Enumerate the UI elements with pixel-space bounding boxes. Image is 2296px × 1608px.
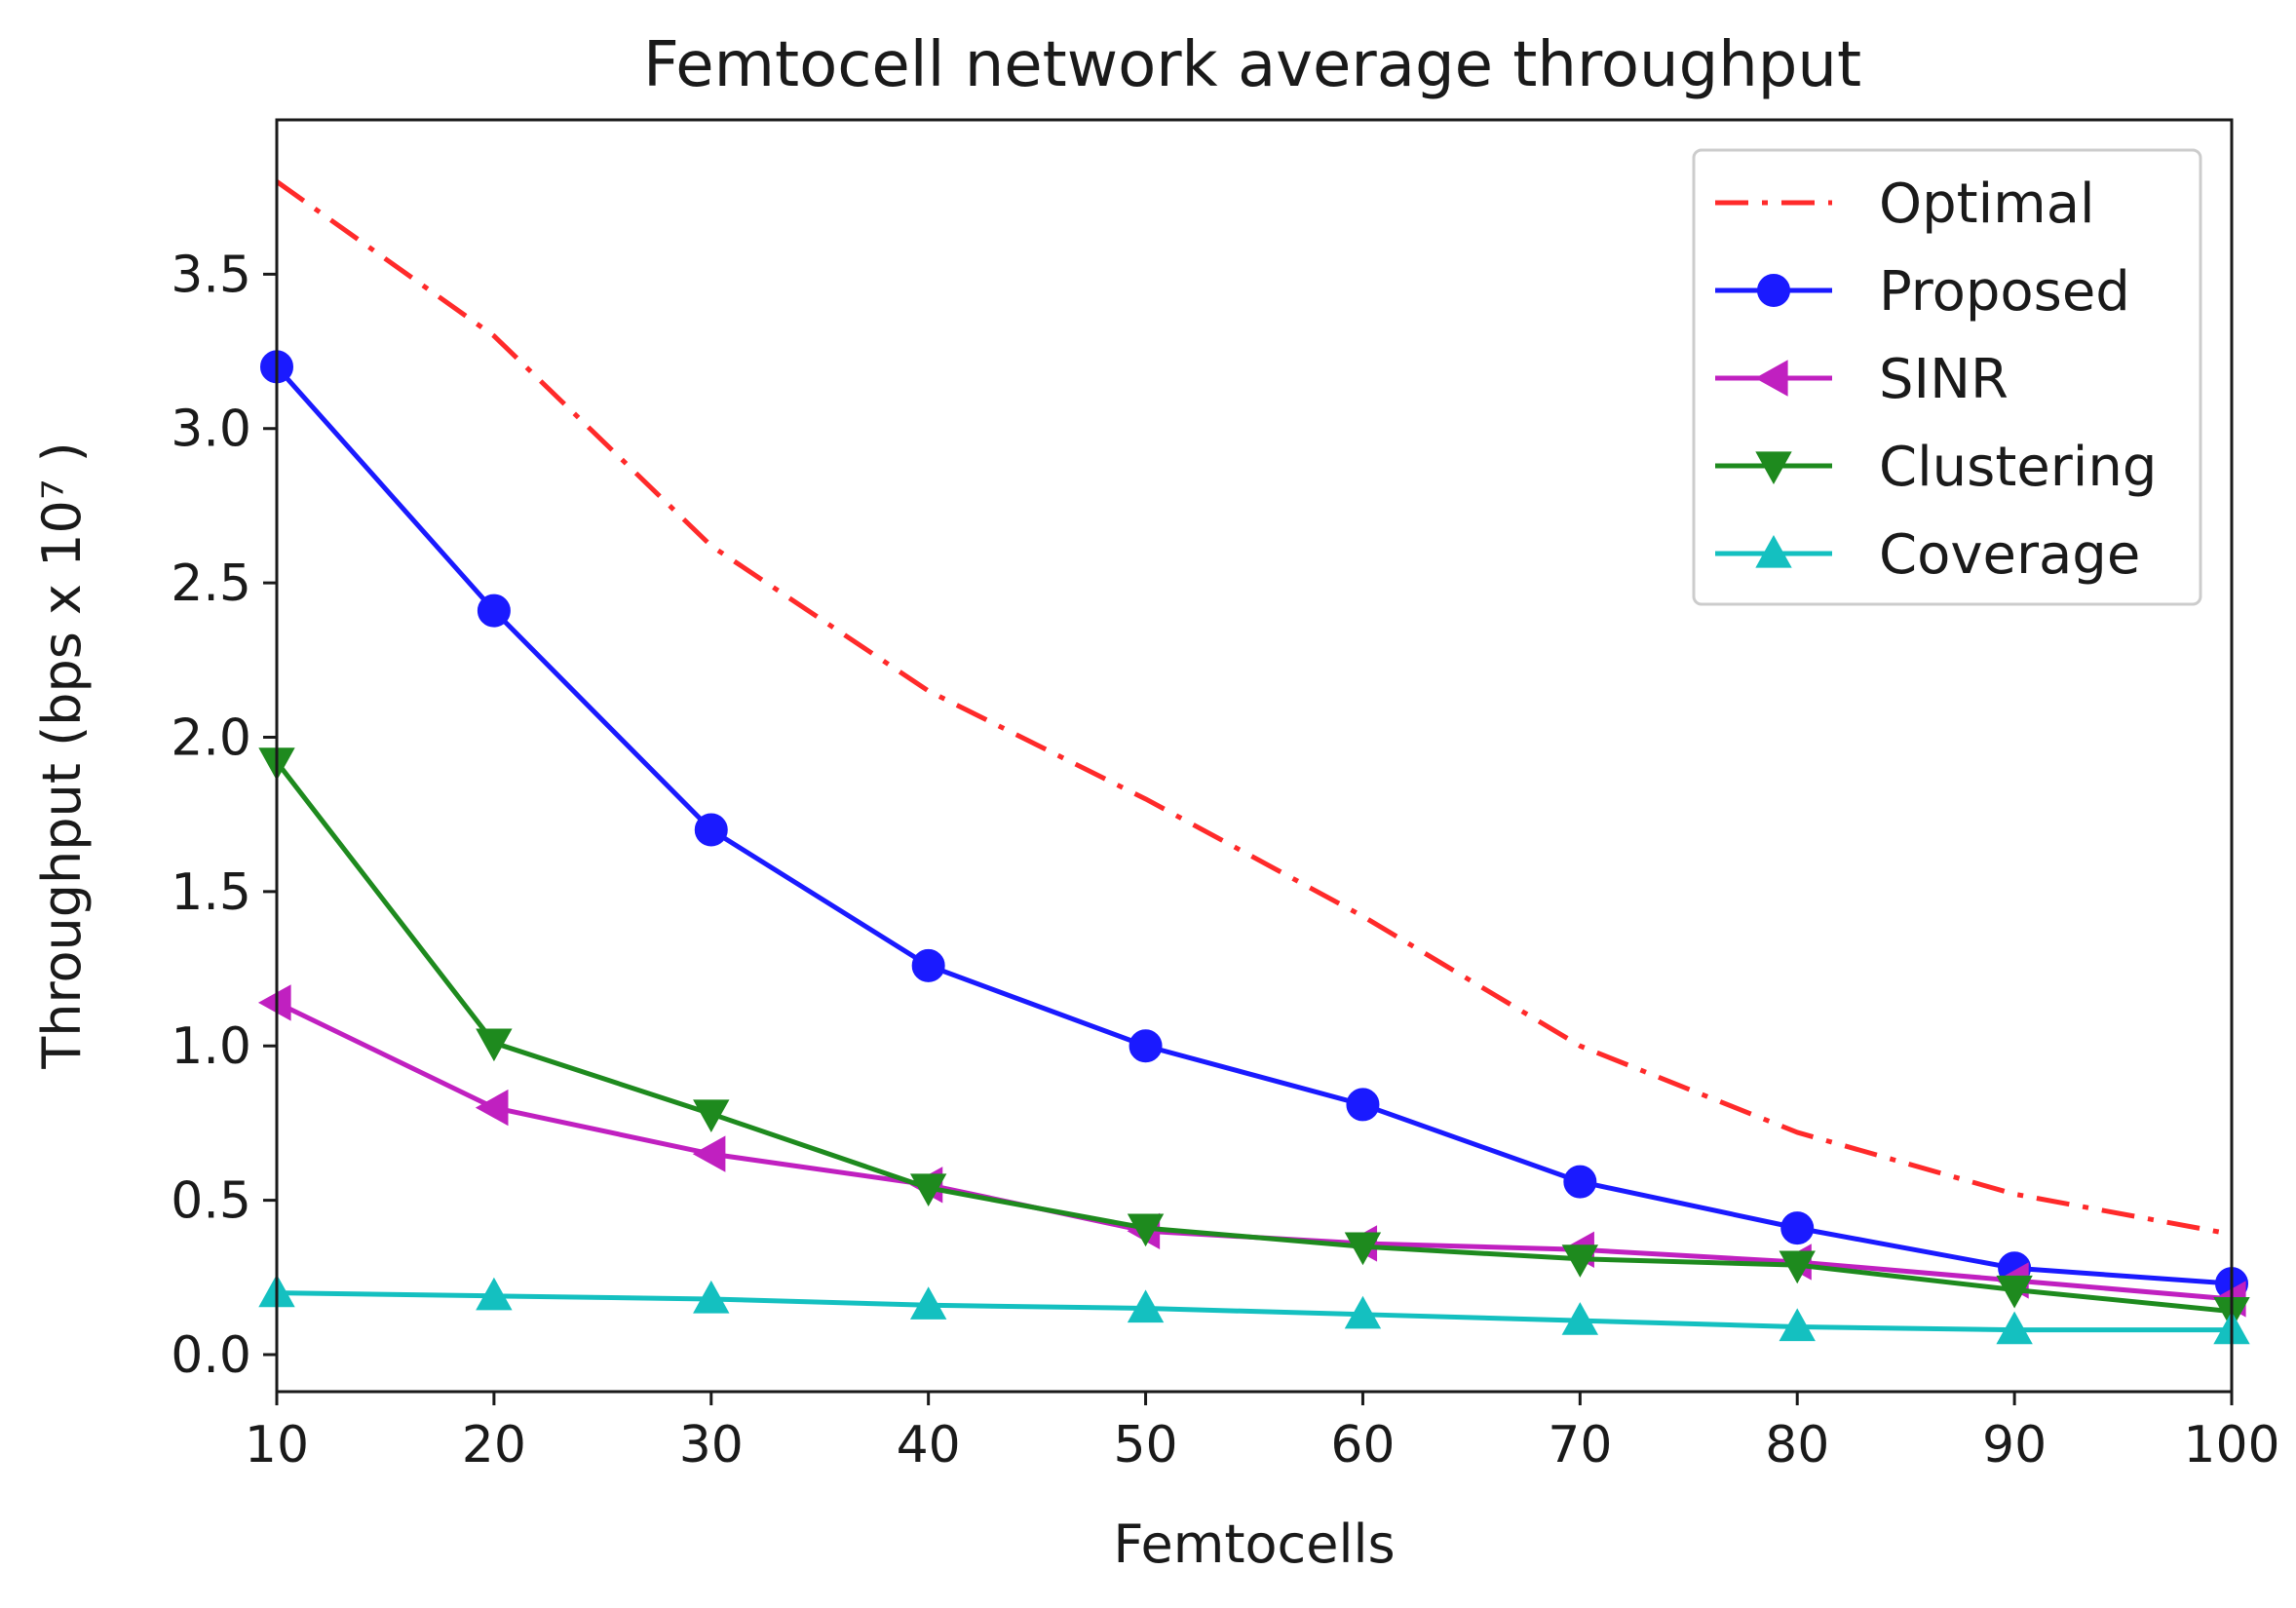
proposed-point bbox=[477, 593, 511, 628]
y-axis: 0.0 0.5 1.0 1.5 2.0 2.5 3.0 3.5 bbox=[171, 246, 277, 1385]
series-optimal bbox=[275, 179, 2233, 1237]
coverage-point bbox=[909, 1286, 947, 1320]
legend-label: Proposed bbox=[1879, 260, 2130, 324]
clustering-point bbox=[1779, 1250, 1816, 1284]
x-tick-label: 40 bbox=[897, 1416, 961, 1474]
legend-item-optimal: Optimal bbox=[1715, 172, 2095, 236]
coverage-point bbox=[476, 1277, 513, 1311]
proposed-point bbox=[694, 813, 728, 847]
x-tick-label: 30 bbox=[679, 1416, 744, 1474]
x-tick-label: 50 bbox=[1113, 1416, 1177, 1474]
legend-item-clustering: Clustering bbox=[1715, 436, 2157, 499]
series-clustering bbox=[258, 747, 2250, 1330]
y-tick-label: 3.0 bbox=[171, 401, 251, 459]
coverage-point bbox=[1344, 1295, 1382, 1329]
legend-label: Optimal bbox=[1879, 172, 2095, 236]
clustering-point bbox=[693, 1099, 730, 1132]
y-tick-label: 0.0 bbox=[171, 1326, 251, 1385]
proposed-line bbox=[275, 364, 2233, 1286]
proposed-point bbox=[1563, 1165, 1597, 1199]
proposed-point bbox=[1129, 1029, 1163, 1063]
series-proposed bbox=[260, 350, 2248, 1301]
legend-marker bbox=[1757, 274, 1790, 307]
legend-marker bbox=[1754, 360, 1788, 397]
x-tick-label: 100 bbox=[2183, 1416, 2279, 1474]
clustering-point bbox=[909, 1173, 947, 1207]
legend-label: SINR bbox=[1879, 348, 2009, 411]
x-tick-label: 60 bbox=[1330, 1416, 1395, 1474]
x-axis-label: Femtocells bbox=[1113, 1513, 1395, 1575]
x-tick-label: 10 bbox=[245, 1416, 309, 1474]
coverage-point bbox=[1779, 1308, 1816, 1342]
legend-item-coverage: Coverage bbox=[1715, 523, 2140, 587]
clustering-point bbox=[1344, 1232, 1382, 1266]
clustering-point bbox=[1127, 1213, 1165, 1247]
y-tick-label: 1.0 bbox=[171, 1017, 251, 1076]
proposed-point bbox=[911, 948, 945, 982]
plot-area bbox=[257, 179, 2250, 1345]
legend-box bbox=[1692, 148, 2202, 606]
x-tick-label: 20 bbox=[462, 1416, 526, 1474]
sinr-point bbox=[257, 984, 291, 1021]
legend-item-sinr: SINR bbox=[1715, 348, 2009, 411]
optimal-line bbox=[275, 179, 2233, 1237]
series-coverage bbox=[258, 1274, 2250, 1345]
x-tick-label: 90 bbox=[1982, 1416, 2047, 1474]
clustering-line bbox=[275, 760, 2233, 1315]
legend-label: Coverage bbox=[1879, 523, 2140, 587]
sinr-point bbox=[475, 1089, 509, 1127]
x-tick-label: 70 bbox=[1548, 1416, 1612, 1474]
legend-item-proposed: Proposed bbox=[1715, 260, 2130, 324]
plot-frame bbox=[275, 118, 2234, 1394]
y-axis-label: Throughput (bps x 10⁷ ) bbox=[31, 441, 93, 1069]
sinr-point bbox=[692, 1135, 726, 1172]
legend-marker bbox=[1755, 534, 1792, 568]
legend: Optimal Proposed SINR Clustering Coverage bbox=[1692, 148, 2202, 606]
y-tick-label: 1.5 bbox=[171, 863, 251, 922]
x-axis: 10 20 30 40 50 60 70 80 90 100 bbox=[245, 1392, 2280, 1474]
legend-marker bbox=[1755, 451, 1792, 485]
legend-label: Clustering bbox=[1879, 436, 2157, 499]
y-tick-label: 2.5 bbox=[171, 555, 251, 613]
coverage-point bbox=[693, 1280, 730, 1314]
chart-title: Femtocell network average throughput bbox=[643, 29, 1861, 101]
y-tick-label: 2.0 bbox=[171, 708, 251, 767]
coverage-line bbox=[276, 1290, 2232, 1333]
clustering-point bbox=[1996, 1275, 2033, 1309]
clustering-point bbox=[476, 1028, 513, 1062]
clustering-point bbox=[1561, 1244, 1599, 1278]
coverage-point bbox=[1996, 1311, 2033, 1345]
coverage-point bbox=[1127, 1289, 1165, 1323]
x-tick-label: 80 bbox=[1765, 1416, 1829, 1474]
coverage-point bbox=[1561, 1302, 1599, 1335]
y-tick-label: 3.5 bbox=[171, 246, 251, 304]
proposed-point bbox=[1346, 1088, 1380, 1122]
proposed-point bbox=[1780, 1211, 1815, 1245]
y-tick-label: 0.5 bbox=[171, 1172, 251, 1231]
